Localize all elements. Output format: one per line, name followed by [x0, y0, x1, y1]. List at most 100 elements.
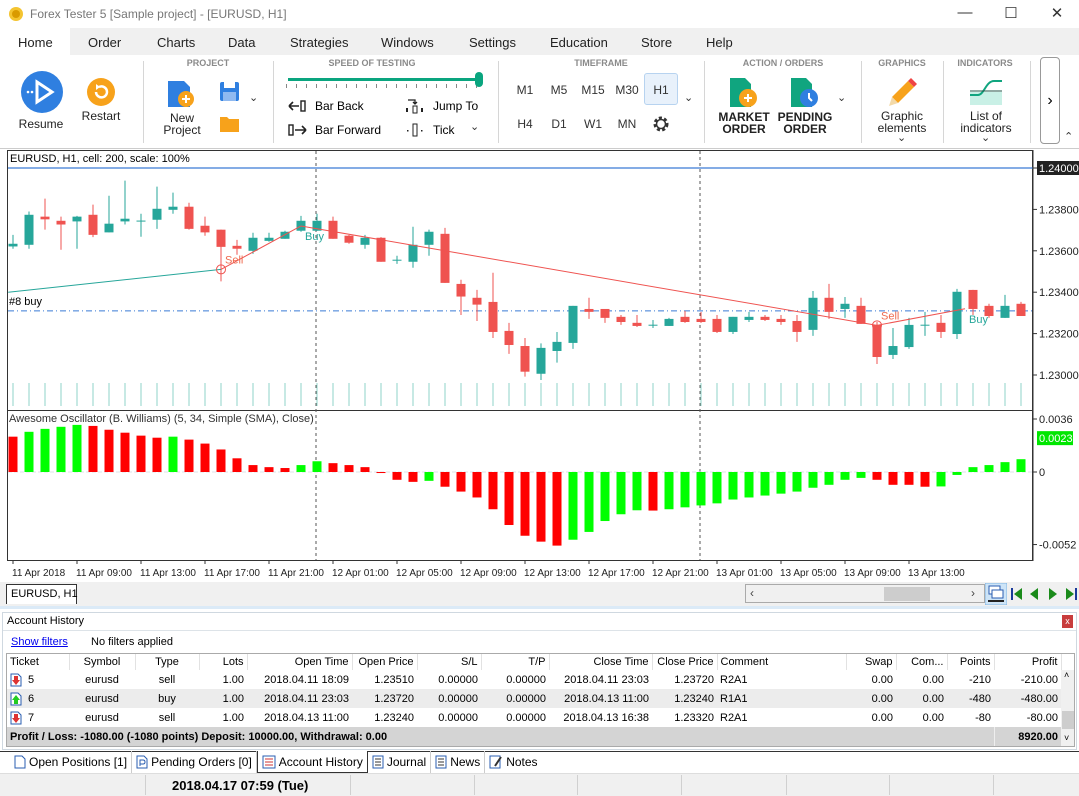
menu-home[interactable]: Home — [18, 35, 53, 50]
scroll-down-arrow-icon[interactable]: ˅ — [1064, 733, 1070, 743]
tab-pending-orders[interactable]: Pending Orders [0] — [132, 751, 257, 773]
ribbon-scroll-right-button[interactable]: › — [1040, 57, 1060, 144]
timeframe-more-chevron-icon[interactable]: ⌄ — [684, 92, 694, 104]
scroll-up-arrow-icon[interactable]: ˄ — [1064, 670, 1070, 680]
col-tp[interactable]: T/P — [481, 654, 550, 670]
cell-value: 0.00 — [871, 692, 893, 705]
tab-news[interactable]: News — [431, 751, 486, 773]
col-profit[interactable]: Profit — [994, 654, 1062, 670]
timeframe-h4[interactable]: H4 — [517, 117, 533, 131]
collapse-ribbon-chevron-icon[interactable]: ⌄ — [1064, 129, 1074, 141]
go-first-icon[interactable] — [1011, 587, 1023, 601]
price-chart[interactable]: Sell Buy Sell Buy 1.24000 1.23800 1.23600 1.234… — [0, 150, 1079, 582]
col-lots[interactable]: Lots — [199, 654, 248, 670]
chart-horizontal-scrollbar[interactable]: ‹ › — [745, 584, 985, 603]
menu-order[interactable]: Order — [88, 35, 122, 50]
timeframe-d1[interactable]: D1 — [551, 117, 567, 131]
timeframe-mn[interactable]: MN — [617, 117, 637, 131]
tab-notes[interactable]: Notes — [485, 751, 541, 773]
menu-settings[interactable]: Settings — [469, 35, 516, 50]
col-points[interactable]: Points — [947, 654, 995, 670]
step-back-icon[interactable] — [1029, 587, 1039, 601]
col-commission[interactable]: Com... — [896, 654, 948, 670]
col-open-price[interactable]: Open Price — [352, 654, 418, 670]
table-vertical-scrollbar[interactable]: ˄ ˅ — [1061, 670, 1074, 746]
open-folder-icon[interactable] — [220, 115, 239, 132]
jump-to-button[interactable]: Jump To — [405, 98, 485, 114]
table-scrollbar-thumb[interactable] — [1062, 711, 1074, 729]
tick-button[interactable]: Tick ⌄ — [405, 121, 485, 138]
pending-order-button[interactable]: PENDING ORDER — [775, 77, 835, 137]
new-project-button[interactable]: New Project — [158, 79, 206, 137]
menu-store[interactable]: Store — [641, 35, 673, 50]
scroll-right-arrow-icon[interactable]: › — [971, 586, 975, 600]
tab-journal[interactable]: Journal — [368, 751, 432, 773]
cell-value: 5 — [28, 673, 35, 686]
restart-label: Restart — [81, 109, 121, 123]
maximize-button[interactable]: ☐ — [1004, 5, 1018, 22]
timeframe-settings-gear-icon[interactable] — [651, 114, 671, 134]
tick-dropdown-chevron-icon[interactable]: ⌄ — [470, 121, 480, 133]
step-forward-icon[interactable] — [1048, 587, 1058, 601]
minimize-button[interactable]: — — [957, 4, 973, 21]
tab-account-history[interactable]: Account History — [256, 751, 368, 773]
menu-data[interactable]: Data — [228, 35, 256, 50]
col-type[interactable]: Type — [135, 654, 200, 670]
project-more-chevron-icon[interactable]: ⌄ — [249, 92, 259, 104]
cell-value: 7 — [28, 711, 35, 724]
timeframe-m5[interactable]: M5 — [550, 83, 568, 97]
col-open-time[interactable]: Open Time — [247, 654, 353, 670]
graphic-elements-button[interactable]: Graphic elements ⌄ — [872, 75, 932, 145]
new-project-label-2: Project — [163, 123, 201, 137]
col-swap[interactable]: Swap — [846, 654, 897, 670]
show-filters-link[interactable]: Show filters — [11, 636, 68, 648]
splitter[interactable] — [0, 606, 1079, 609]
col-symbol[interactable]: Symbol — [69, 654, 136, 670]
cell-value: 1.23510 — [374, 673, 414, 686]
resume-button[interactable]: Resume — [10, 67, 72, 133]
save-icon[interactable] — [220, 82, 239, 101]
table-row[interactable]: 6 eurusd buy 1.00 2018.04.11 23:03 1.23720 0.0… — [7, 689, 1061, 708]
cell-value: 2018.04.13 16:38 — [563, 711, 649, 724]
oscillator-bar-down — [376, 472, 386, 474]
bearish-candle — [344, 235, 354, 243]
col-ticket[interactable]: Ticket — [7, 654, 70, 670]
orders-more-chevron-icon[interactable]: ⌄ — [837, 92, 847, 104]
cell-value: 1.00 — [222, 692, 244, 705]
speed-slider[interactable] — [286, 72, 484, 90]
market-order-button[interactable]: MARKET ORDER — [716, 77, 772, 137]
timeframe-w1[interactable]: W1 — [584, 117, 602, 131]
timeframe-m30[interactable]: M30 — [615, 83, 639, 97]
col-close-time[interactable]: Close Time — [549, 654, 653, 670]
menu-strategies[interactable]: Strategies — [290, 35, 349, 50]
menu-windows[interactable]: Windows — [381, 35, 434, 50]
col-comment[interactable]: Comment — [717, 654, 847, 670]
col-sl[interactable]: S/L — [417, 654, 482, 670]
oscillator-bar-up — [824, 472, 834, 485]
timeframe-m1[interactable]: M1 — [516, 83, 534, 97]
oscillator-current-badge — [1037, 431, 1073, 446]
bar-forward-button[interactable]: Bar Forward — [288, 122, 388, 138]
close-panel-button[interactable]: x — [1062, 615, 1073, 628]
status-divider — [474, 775, 475, 795]
speed-slider-handle[interactable] — [475, 72, 483, 87]
restart-button[interactable]: Restart — [78, 75, 124, 125]
chart-windows-icon[interactable] — [985, 583, 1007, 605]
account-history-title: Account History — [7, 615, 85, 627]
go-last-icon[interactable] — [1065, 587, 1077, 601]
menu-charts[interactable]: Charts — [157, 35, 196, 50]
col-close-price[interactable]: Close Price — [652, 654, 718, 670]
tab-open-positions[interactable]: Open Positions [1] — [10, 751, 133, 773]
menu-education[interactable]: Education — [550, 35, 608, 50]
table-row[interactable]: 7 eurusd sell 1.00 2018.04.13 11:00 1.23240 0.… — [7, 708, 1061, 727]
timeframe-h1[interactable]: H1 — [653, 83, 669, 97]
list-of-indicators-button[interactable]: List of indicators ⌄ — [955, 75, 1017, 145]
scroll-left-arrow-icon[interactable]: ‹ — [750, 586, 754, 600]
table-row[interactable]: 5 eurusd sell 1.00 2018.04.11 18:09 1.23510 0.… — [7, 670, 1061, 689]
chart-tab-eurusd-h1[interactable]: EURUSD, H1 — [6, 584, 78, 604]
bar-back-button[interactable]: Bar Back — [288, 98, 378, 114]
scrollbar-thumb[interactable] — [884, 587, 930, 601]
timeframe-m15[interactable]: M15 — [581, 83, 605, 97]
menu-help[interactable]: Help — [706, 35, 733, 50]
close-window-button[interactable]: ✕ — [1050, 5, 1064, 22]
